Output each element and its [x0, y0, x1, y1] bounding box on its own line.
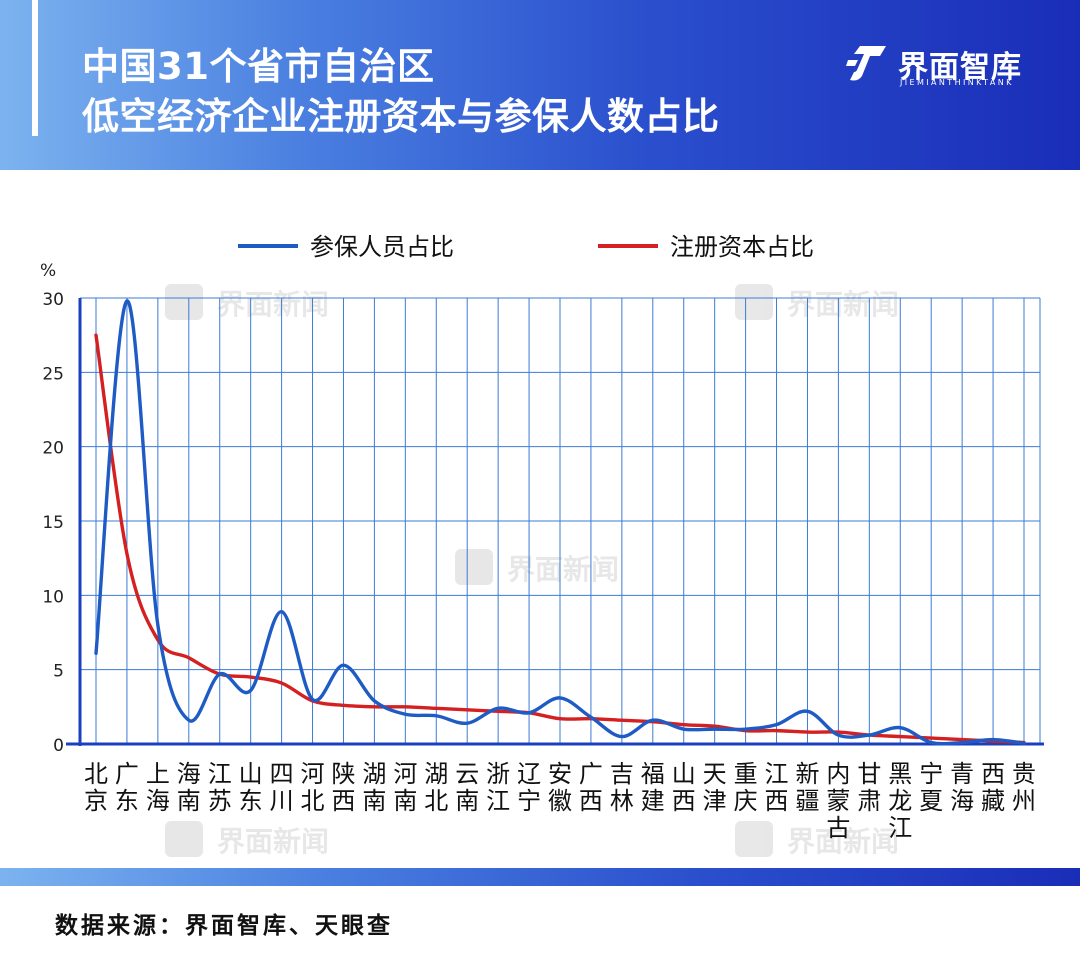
- x-tick-label: 安: [548, 760, 572, 788]
- x-tick-label: 东: [115, 787, 139, 815]
- brand-subtitle: JIEMIANTHINKTANK: [900, 78, 1014, 87]
- x-tick-label: 庆: [734, 787, 758, 815]
- series-line-insured-share: [94, 299, 1026, 746]
- x-tick-label: 南: [177, 787, 201, 815]
- x-tick-label: 陕: [331, 760, 355, 788]
- x-tick-label: 林: [610, 787, 634, 815]
- x-tick-label: 西: [579, 787, 603, 815]
- x-tick-label: 河: [393, 760, 417, 788]
- watermark: 界面新闻: [165, 284, 329, 321]
- watermark: 界面新闻: [455, 549, 619, 586]
- data-source: 数据来源：界面智库、天眼查: [55, 913, 393, 939]
- footer-band: [0, 868, 1080, 886]
- x-tick-label: 山: [672, 760, 696, 788]
- y-unit-label: %: [40, 261, 56, 281]
- x-tick-label: 东: [239, 787, 263, 815]
- y-tick-label: 25: [42, 364, 64, 384]
- y-tick-label: 15: [42, 513, 64, 533]
- x-tick-label: 藏: [981, 787, 1005, 815]
- watermark: 界面新闻: [735, 284, 899, 321]
- x-tick-label: 西: [672, 787, 696, 815]
- x-tick-label: 江: [208, 760, 232, 788]
- page-title-line1: 中国31个省市自治区: [82, 45, 435, 88]
- x-tick-label: 新: [795, 760, 819, 788]
- y-tick-label: 5: [53, 662, 64, 682]
- x-tick-label: 内: [826, 760, 850, 788]
- x-tick-label: 北: [301, 787, 325, 815]
- svg-text:界面新闻: 界面新闻: [787, 288, 899, 321]
- x-tick-label: 天: [703, 760, 727, 788]
- x-tick-label: 肃: [857, 787, 881, 815]
- svg-text:界面新闻: 界面新闻: [217, 825, 329, 858]
- x-tick-label: 吉: [610, 760, 634, 788]
- y-tick-label: 10: [42, 587, 64, 607]
- x-tick-label: 夏: [919, 787, 943, 815]
- x-tick-label: 上: [146, 760, 170, 788]
- brand-logo: 界面智库 JIEMIANTHINKTANK: [846, 42, 1056, 92]
- x-tick-label: 江: [486, 787, 510, 815]
- header-banner: 中国31个省市自治区 低空经济企业注册资本与参保人数占比 界面智库 JIEMIA…: [0, 0, 1080, 170]
- svg-text:界面新闻: 界面新闻: [507, 553, 619, 586]
- page-title-line2: 低空经济企业注册资本与参保人数占比: [82, 95, 720, 138]
- watermark: 界面新闻: [735, 821, 899, 858]
- y-tick-label: 30: [42, 290, 64, 310]
- x-tick-label: 湖: [424, 760, 448, 788]
- x-tick-label: 江: [765, 760, 789, 788]
- x-tick-label: 甘: [857, 760, 881, 788]
- x-tick-label: 西: [765, 787, 789, 815]
- x-tick-label: 南: [393, 787, 417, 815]
- x-tick-label: 川: [270, 787, 294, 815]
- watermark: 界面新闻: [165, 821, 329, 858]
- x-tick-label: 津: [703, 787, 727, 815]
- brand-name: 界面智库: [898, 50, 1022, 85]
- x-tick-label: 西: [981, 760, 1005, 788]
- x-tick-label: 疆: [795, 787, 819, 815]
- x-tick-label: 海: [177, 760, 201, 788]
- x-tick-label: 辽: [517, 760, 541, 788]
- x-tick-label: 宁: [517, 787, 541, 815]
- x-tick-label: 古: [826, 814, 850, 842]
- legend-label: 注册资本占比: [670, 233, 814, 261]
- x-tick-label: 山: [239, 760, 263, 788]
- x-tick-label: 贵: [1012, 760, 1036, 788]
- x-tick-label: 南: [455, 787, 479, 815]
- x-tick-label: 云: [455, 760, 479, 788]
- x-tick-label: 广: [115, 760, 139, 788]
- x-tick-label: 福: [641, 760, 665, 788]
- x-tick-label: 湖: [362, 760, 386, 788]
- x-tick-label: 西: [331, 787, 355, 815]
- x-tick-label: 南: [362, 787, 386, 815]
- x-tick-label: 苏: [208, 787, 232, 815]
- x-tick-label: 蒙: [826, 787, 850, 815]
- x-tick-label: 龙: [888, 787, 912, 815]
- x-tick-label: 北: [424, 787, 448, 815]
- x-tick-label: 北: [84, 760, 108, 788]
- x-tick-label: 建: [641, 787, 665, 815]
- x-tick-label: 浙: [486, 760, 510, 788]
- x-tick-label: 宁: [919, 760, 943, 788]
- svg-text:界面新闻: 界面新闻: [217, 288, 329, 321]
- header-accent-bar: [32, 0, 38, 136]
- legend-label: 参保人员占比: [310, 233, 454, 261]
- x-tick-label: 州: [1012, 787, 1036, 815]
- x-tick-label: 重: [734, 760, 758, 788]
- x-tick-label: 河: [301, 760, 325, 788]
- x-tick-label: 广: [579, 760, 603, 788]
- x-tick-label: 海: [146, 787, 170, 815]
- y-tick-label: 20: [42, 439, 64, 459]
- x-tick-label: 江: [888, 814, 912, 842]
- x-tick-label: 海: [950, 787, 974, 815]
- y-tick-label: 0: [53, 736, 64, 756]
- x-tick-label: 四: [270, 760, 294, 788]
- brand-mark-icon: [846, 46, 886, 81]
- chart-area: 界面新闻 界面新闻 界面新闻 界面新闻 界面新闻 0 5 10 15 20 25 30% 北京广东上海海…: [0, 170, 1080, 870]
- x-tick-label: 黑: [888, 760, 912, 788]
- x-tick-label: 京: [84, 787, 108, 815]
- svg-text:界面新闻: 界面新闻: [787, 825, 899, 858]
- x-tick-label: 徽: [548, 787, 572, 815]
- x-tick-label: 青: [950, 760, 974, 788]
